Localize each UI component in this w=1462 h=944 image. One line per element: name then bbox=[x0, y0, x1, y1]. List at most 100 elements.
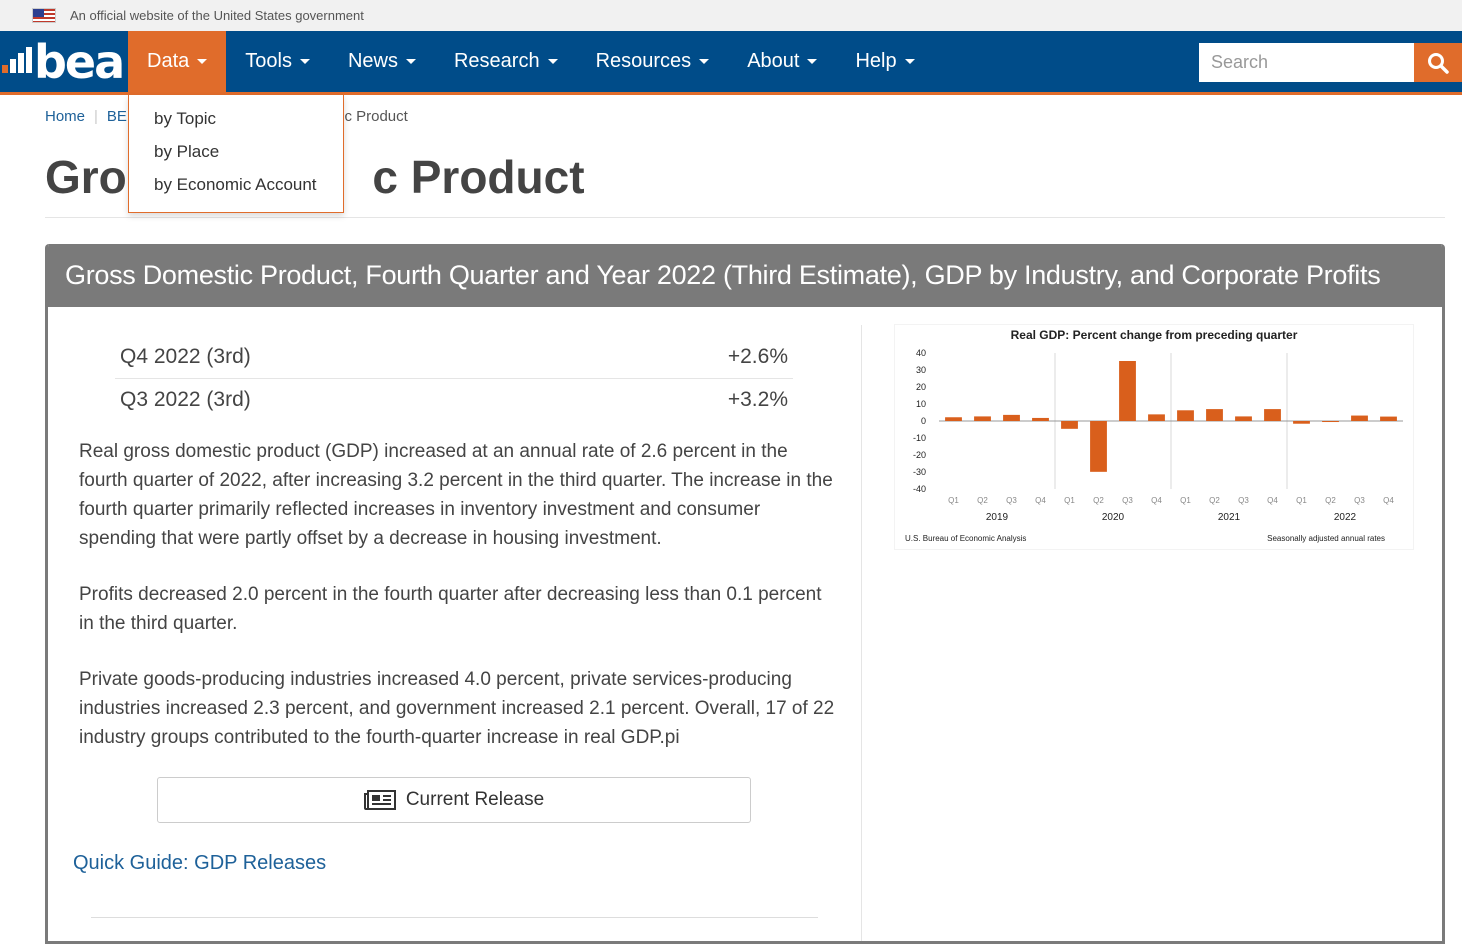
gdp-bar bbox=[1061, 421, 1078, 429]
stat-label: Q3 2022 (3rd) bbox=[120, 388, 251, 411]
chart-title: Real GDP: Percent change from preceding … bbox=[1010, 328, 1298, 342]
panel-body: Q4 2022 (3rd) +2.6% Q3 2022 (3rd) +3.2% … bbox=[48, 307, 1442, 941]
search-input[interactable] bbox=[1199, 43, 1414, 82]
real-gdp-chart: Real GDP: Percent change from preceding … bbox=[895, 325, 1413, 549]
year-label: 2020 bbox=[1102, 512, 1125, 523]
breadcrumb-bea-link[interactable]: BE bbox=[106, 108, 127, 125]
gdp-bar bbox=[945, 417, 962, 421]
quick-guide-link[interactable]: Quick Guide: GDP Releases bbox=[73, 852, 327, 874]
bea-logo[interactable]: bea bbox=[0, 31, 128, 92]
nav-item-label: News bbox=[347, 50, 398, 72]
stat-label: Q4 2022 (3rd) bbox=[120, 344, 251, 368]
chart-source: U.S. Bureau of Economic Analysis bbox=[905, 534, 1027, 543]
quarter-label: Q3 bbox=[1354, 496, 1365, 505]
breadcrumb-home-link[interactable]: Home bbox=[45, 108, 86, 125]
caret-down-icon bbox=[904, 59, 915, 64]
nav-item-tools[interactable]: Tools bbox=[226, 31, 329, 92]
caret-down-icon bbox=[299, 59, 310, 64]
gdp-bar bbox=[1380, 416, 1397, 421]
dropdown-item-by-topic[interactable]: by Topic bbox=[154, 109, 217, 128]
gdp-stats: Q4 2022 (3rd) +2.6% Q3 2022 (3rd) +3.2% bbox=[115, 335, 793, 421]
year-label: 2019 bbox=[986, 512, 1009, 523]
current-release-button[interactable]: Current Release bbox=[157, 777, 751, 823]
nav-item-label: About bbox=[747, 50, 800, 72]
quarter-label: Q3 bbox=[1238, 496, 1249, 505]
gdp-bar bbox=[1206, 409, 1223, 421]
gdp-bar bbox=[1148, 414, 1165, 421]
y-tick-label: 0 bbox=[921, 416, 926, 426]
gdp-bar bbox=[1090, 421, 1107, 472]
caret-down-icon bbox=[699, 59, 710, 64]
nav-item-research[interactable]: Research bbox=[435, 31, 577, 92]
summary-paragraph-profits: Profits decreased 2.0 percent in the fou… bbox=[79, 584, 822, 634]
quarter-label: Q1 bbox=[1180, 496, 1191, 505]
quarter-label: Q2 bbox=[1209, 496, 1220, 505]
stat-row: Q4 2022 (3rd) +2.6% bbox=[115, 335, 793, 378]
nav-item-help[interactable]: Help bbox=[836, 31, 933, 92]
year-label: 2021 bbox=[1218, 512, 1241, 523]
gdp-release-panel: Gross Domestic Product, Fourth Quarter a… bbox=[45, 244, 1445, 944]
page-title-right: c Product bbox=[372, 151, 585, 203]
gdp-bar bbox=[1351, 415, 1368, 421]
breadcrumb-current: tic Product bbox=[336, 108, 408, 125]
chart-svg: 40 30 20 10 0 -10 -20 -30 -40 Q1 Q2 Q3 Q4 Q1 Q2 Q3 Q4 Q1 Q… bbox=[913, 348, 1403, 523]
stat-row: Q3 2022 (3rd) +3.2% bbox=[115, 378, 793, 421]
breadcrumb-separator: | bbox=[94, 108, 98, 125]
gov-banner-text: An official website of the United States… bbox=[70, 8, 364, 23]
gdp-bar bbox=[1235, 416, 1252, 421]
search-icon bbox=[1428, 52, 1449, 74]
quarter-label: Q4 bbox=[1035, 496, 1046, 505]
quarter-label: Q2 bbox=[1325, 496, 1336, 505]
main-navbar: bea Data Tools News Research Resources A… bbox=[0, 31, 1462, 95]
nav-item-data[interactable]: Data bbox=[128, 31, 227, 92]
nav-item-resources[interactable]: Resources bbox=[577, 31, 729, 92]
caret-down-icon bbox=[807, 59, 818, 64]
quarter-label: Q3 bbox=[1006, 496, 1017, 505]
quarter-label: Q1 bbox=[1064, 496, 1075, 505]
column-divider bbox=[861, 325, 862, 941]
quarter-label: Q3 bbox=[1122, 496, 1133, 505]
quarter-label: Q1 bbox=[1296, 496, 1307, 505]
quarter-label: Q4 bbox=[1151, 496, 1162, 505]
search-form bbox=[1199, 43, 1462, 82]
us-flag-icon bbox=[32, 8, 56, 23]
dropdown-item-by-place[interactable]: by Place bbox=[154, 142, 220, 161]
search-button[interactable] bbox=[1414, 43, 1462, 82]
stat-value: +2.6% bbox=[727, 344, 788, 368]
caret-down-icon bbox=[197, 59, 208, 64]
caret-down-icon bbox=[405, 59, 416, 64]
dropdown-item-by-economic-account[interactable]: by Economic Account bbox=[154, 175, 317, 194]
gdp-bar bbox=[974, 416, 991, 421]
y-tick-label: -10 bbox=[913, 433, 926, 443]
nav-item-label: Data bbox=[147, 50, 190, 72]
quarter-label: Q4 bbox=[1383, 496, 1394, 505]
gdp-bar bbox=[1032, 417, 1049, 421]
current-release-label: Current Release bbox=[405, 789, 545, 810]
quarter-label: Q1 bbox=[948, 496, 959, 505]
gdp-bar bbox=[1119, 360, 1136, 421]
quarter-label: Q2 bbox=[1093, 496, 1104, 505]
nav-item-label: Tools bbox=[245, 50, 292, 72]
logo-text: bea bbox=[34, 34, 125, 89]
y-tick-label: 30 bbox=[916, 365, 926, 375]
gdp-bar bbox=[1264, 409, 1281, 421]
quarter-label: Q2 bbox=[977, 496, 988, 505]
nav-item-news[interactable]: News bbox=[329, 31, 435, 92]
title-divider bbox=[45, 217, 1445, 218]
bea-logo-mark-icon bbox=[2, 46, 32, 77]
nav-item-label: Research bbox=[453, 50, 540, 72]
y-tick-label: -20 bbox=[913, 450, 926, 460]
nav-item-label: Resources bbox=[595, 50, 692, 72]
breadcrumb: Home | BE tic Product bbox=[45, 108, 408, 125]
quarter-label: Q4 bbox=[1267, 496, 1278, 505]
caret-down-icon bbox=[547, 59, 558, 64]
gdp-bar bbox=[1003, 414, 1020, 421]
nav-item-label: Help bbox=[855, 50, 897, 72]
y-tick-label: 20 bbox=[916, 382, 926, 392]
gdp-bar bbox=[1293, 421, 1310, 424]
year-label: 2022 bbox=[1334, 512, 1357, 523]
nav-item-about[interactable]: About bbox=[728, 31, 836, 92]
gdp-bar bbox=[1177, 410, 1194, 421]
data-dropdown-menu: by Topic by Place by Economic Account bbox=[128, 95, 344, 213]
y-tick-label: -30 bbox=[913, 467, 926, 477]
